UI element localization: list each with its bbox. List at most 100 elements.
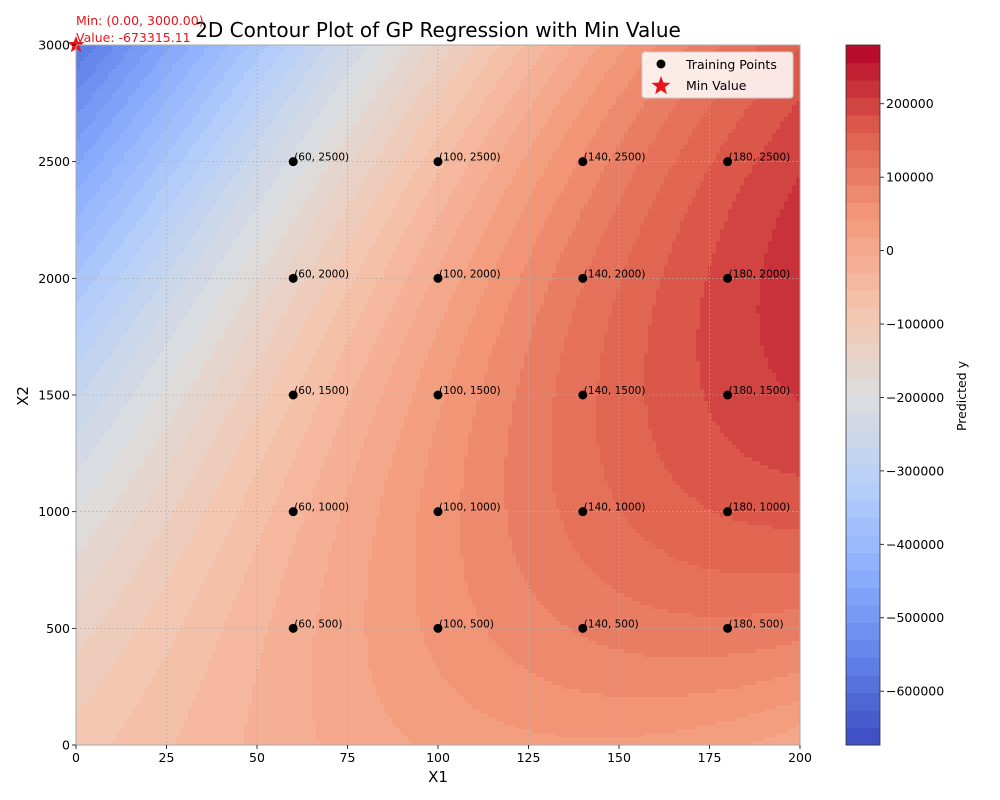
- contour-cell: [632, 73, 637, 78]
- contour-cell: [252, 49, 257, 54]
- contour-cell: [572, 45, 577, 50]
- contour-cell: [132, 65, 137, 70]
- contour-cell: [248, 57, 253, 62]
- contour-cell: [404, 45, 409, 50]
- contour-cell: [332, 49, 337, 54]
- contour-cell: [612, 69, 617, 74]
- contour-cell: [544, 45, 549, 50]
- contour-cell: [504, 69, 509, 74]
- contour-cell: [184, 69, 189, 74]
- contour-cell: [292, 45, 297, 50]
- contour-cell: [408, 61, 413, 66]
- contour-cell: [332, 73, 337, 78]
- contour-cell: [440, 73, 445, 78]
- contour-cell: [180, 57, 185, 62]
- contour-cell: [628, 73, 633, 78]
- contour-cell: [604, 57, 609, 62]
- contour-cell: [276, 61, 281, 66]
- contour-cell: [616, 61, 621, 66]
- contour-cell: [212, 57, 217, 62]
- contour-cell: [428, 49, 433, 54]
- contour-cell: [480, 49, 485, 54]
- contour-cell: [308, 53, 313, 58]
- contour-cell: [404, 65, 409, 70]
- contour-cell: [256, 53, 261, 58]
- contour-cell: [264, 65, 269, 70]
- contour-cell: [316, 61, 321, 66]
- contour-cell: [484, 73, 489, 78]
- contour-cell: [336, 49, 341, 54]
- contour-cell: [352, 45, 357, 50]
- contour-cell: [144, 73, 149, 78]
- contour-cell: [472, 57, 477, 62]
- contour-cell: [104, 61, 109, 66]
- contour-cell: [416, 73, 421, 78]
- contour-cell: [168, 49, 173, 54]
- contour-cell: [632, 61, 637, 66]
- contour-cell: [284, 61, 289, 66]
- contour-cell: [380, 61, 385, 66]
- contour-cell: [84, 69, 89, 74]
- contour-cell: [280, 61, 285, 66]
- contour-cell: [652, 45, 657, 50]
- contour-cell: [664, 45, 669, 50]
- contour-cell: [124, 61, 129, 66]
- contour-cell: [76, 77, 81, 82]
- contour-cell: [512, 45, 517, 50]
- contour-cell: [492, 49, 497, 54]
- contour-cell: [544, 73, 549, 78]
- contour-cell: [352, 65, 357, 70]
- contour-cell: [424, 57, 429, 62]
- contour-cell: [184, 49, 189, 54]
- contour-cell: [180, 65, 185, 70]
- contour-cell: [196, 57, 201, 62]
- contour-cell: [552, 49, 557, 54]
- contour-cell: [572, 49, 577, 54]
- contour-cell: [220, 45, 225, 50]
- contour-cell: [344, 53, 349, 58]
- contour-cell: [208, 65, 213, 70]
- contour-cell: [292, 53, 297, 58]
- contour-cell: [84, 65, 89, 70]
- contour-cell: [316, 73, 321, 78]
- contour-cell: [312, 49, 317, 54]
- contour-cell: [516, 61, 521, 66]
- contour-cell: [120, 53, 125, 58]
- contour-cell: [320, 65, 325, 70]
- contour-cell: [588, 57, 593, 62]
- contour-cell: [440, 61, 445, 66]
- contour-cell: [204, 57, 209, 62]
- contour-cell: [260, 57, 265, 62]
- contour-cell: [192, 45, 197, 50]
- contour-cell: [464, 73, 469, 78]
- contour-cell: [440, 65, 445, 70]
- contour-cell: [508, 73, 513, 78]
- contour-cell: [308, 61, 313, 66]
- contour-cell: [692, 45, 697, 50]
- contour-cell: [212, 73, 217, 78]
- contour-cell: [596, 73, 601, 78]
- contour-cell: [644, 45, 649, 50]
- contour-cell: [592, 73, 597, 78]
- contour-cell: [348, 57, 353, 62]
- contour-cell: [268, 49, 273, 54]
- contour-cell: [80, 57, 85, 62]
- contour-cell: [172, 65, 177, 70]
- contour-cell: [356, 45, 361, 50]
- contour-cell: [516, 57, 521, 62]
- contour-cell: [512, 65, 517, 70]
- contour-cell: [144, 45, 149, 50]
- contour-cell: [548, 61, 553, 66]
- contour-cell: [556, 45, 561, 50]
- contour-cell: [372, 49, 377, 54]
- contour-cell: [128, 69, 133, 74]
- contour-cell: [616, 49, 621, 54]
- contour-cell: [92, 53, 97, 58]
- contour-cell: [620, 57, 625, 62]
- contour-cell: [400, 57, 405, 62]
- contour-cell: [548, 57, 553, 62]
- contour-cell: [160, 73, 165, 78]
- contour-cell: [432, 49, 437, 54]
- contour-cell: [296, 45, 301, 50]
- contour-cell: [96, 73, 101, 78]
